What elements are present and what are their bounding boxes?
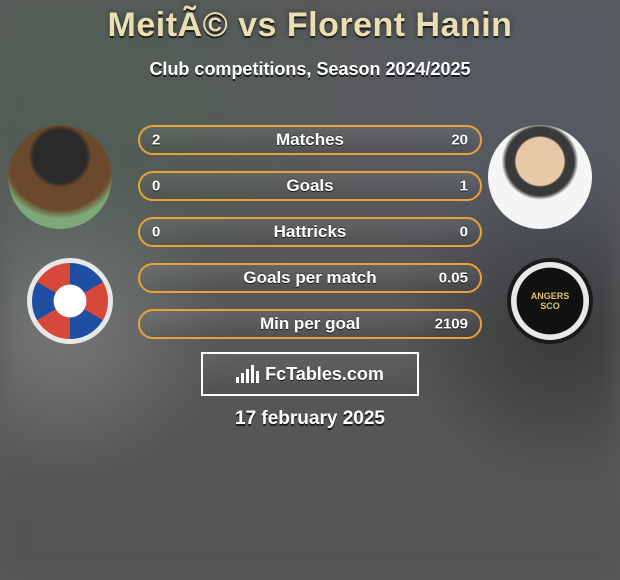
stat-row: 2 Matches 20	[138, 125, 482, 155]
stats-list: 2 Matches 20 0 Goals 1 0 Hattricks 0 Goals per ma…	[138, 125, 482, 339]
stat-right-value: 0.05	[439, 270, 468, 287]
stat-right-value: 0	[460, 224, 468, 241]
stat-label: Matches	[276, 130, 344, 150]
club-left-logo	[27, 258, 113, 344]
stat-label: Goals	[286, 176, 333, 196]
stat-right-value: 2109	[435, 316, 468, 333]
stat-label: Goals per match	[243, 268, 376, 288]
stat-row: Min per goal 2109	[138, 309, 482, 339]
player-right-avatar	[488, 125, 592, 229]
stat-left-value: 0	[152, 178, 160, 195]
stat-row: 0 Hattricks 0	[138, 217, 482, 247]
stat-row: 0 Goals 1	[138, 171, 482, 201]
player-left-avatar	[8, 125, 112, 229]
page-title: MeitÃ© vs Florent Hanin	[0, 0, 620, 45]
subtitle: Club competitions, Season 2024/2025	[0, 59, 620, 80]
club-right-logo: ANGERSSCO	[507, 258, 593, 344]
brand-bars-icon	[236, 365, 259, 383]
date-text: 17 february 2025	[0, 408, 620, 430]
stat-right-value: 1	[460, 178, 468, 195]
brand-text: FcTables.com	[265, 364, 384, 385]
stat-left-value: 2	[152, 132, 160, 149]
stat-right-value: 20	[451, 132, 468, 149]
stat-label: Hattricks	[274, 222, 347, 242]
stat-label: Min per goal	[260, 314, 360, 334]
stat-row: Goals per match 0.05	[138, 263, 482, 293]
brand-box: FcTables.com	[201, 352, 419, 396]
stat-left-value: 0	[152, 224, 160, 241]
